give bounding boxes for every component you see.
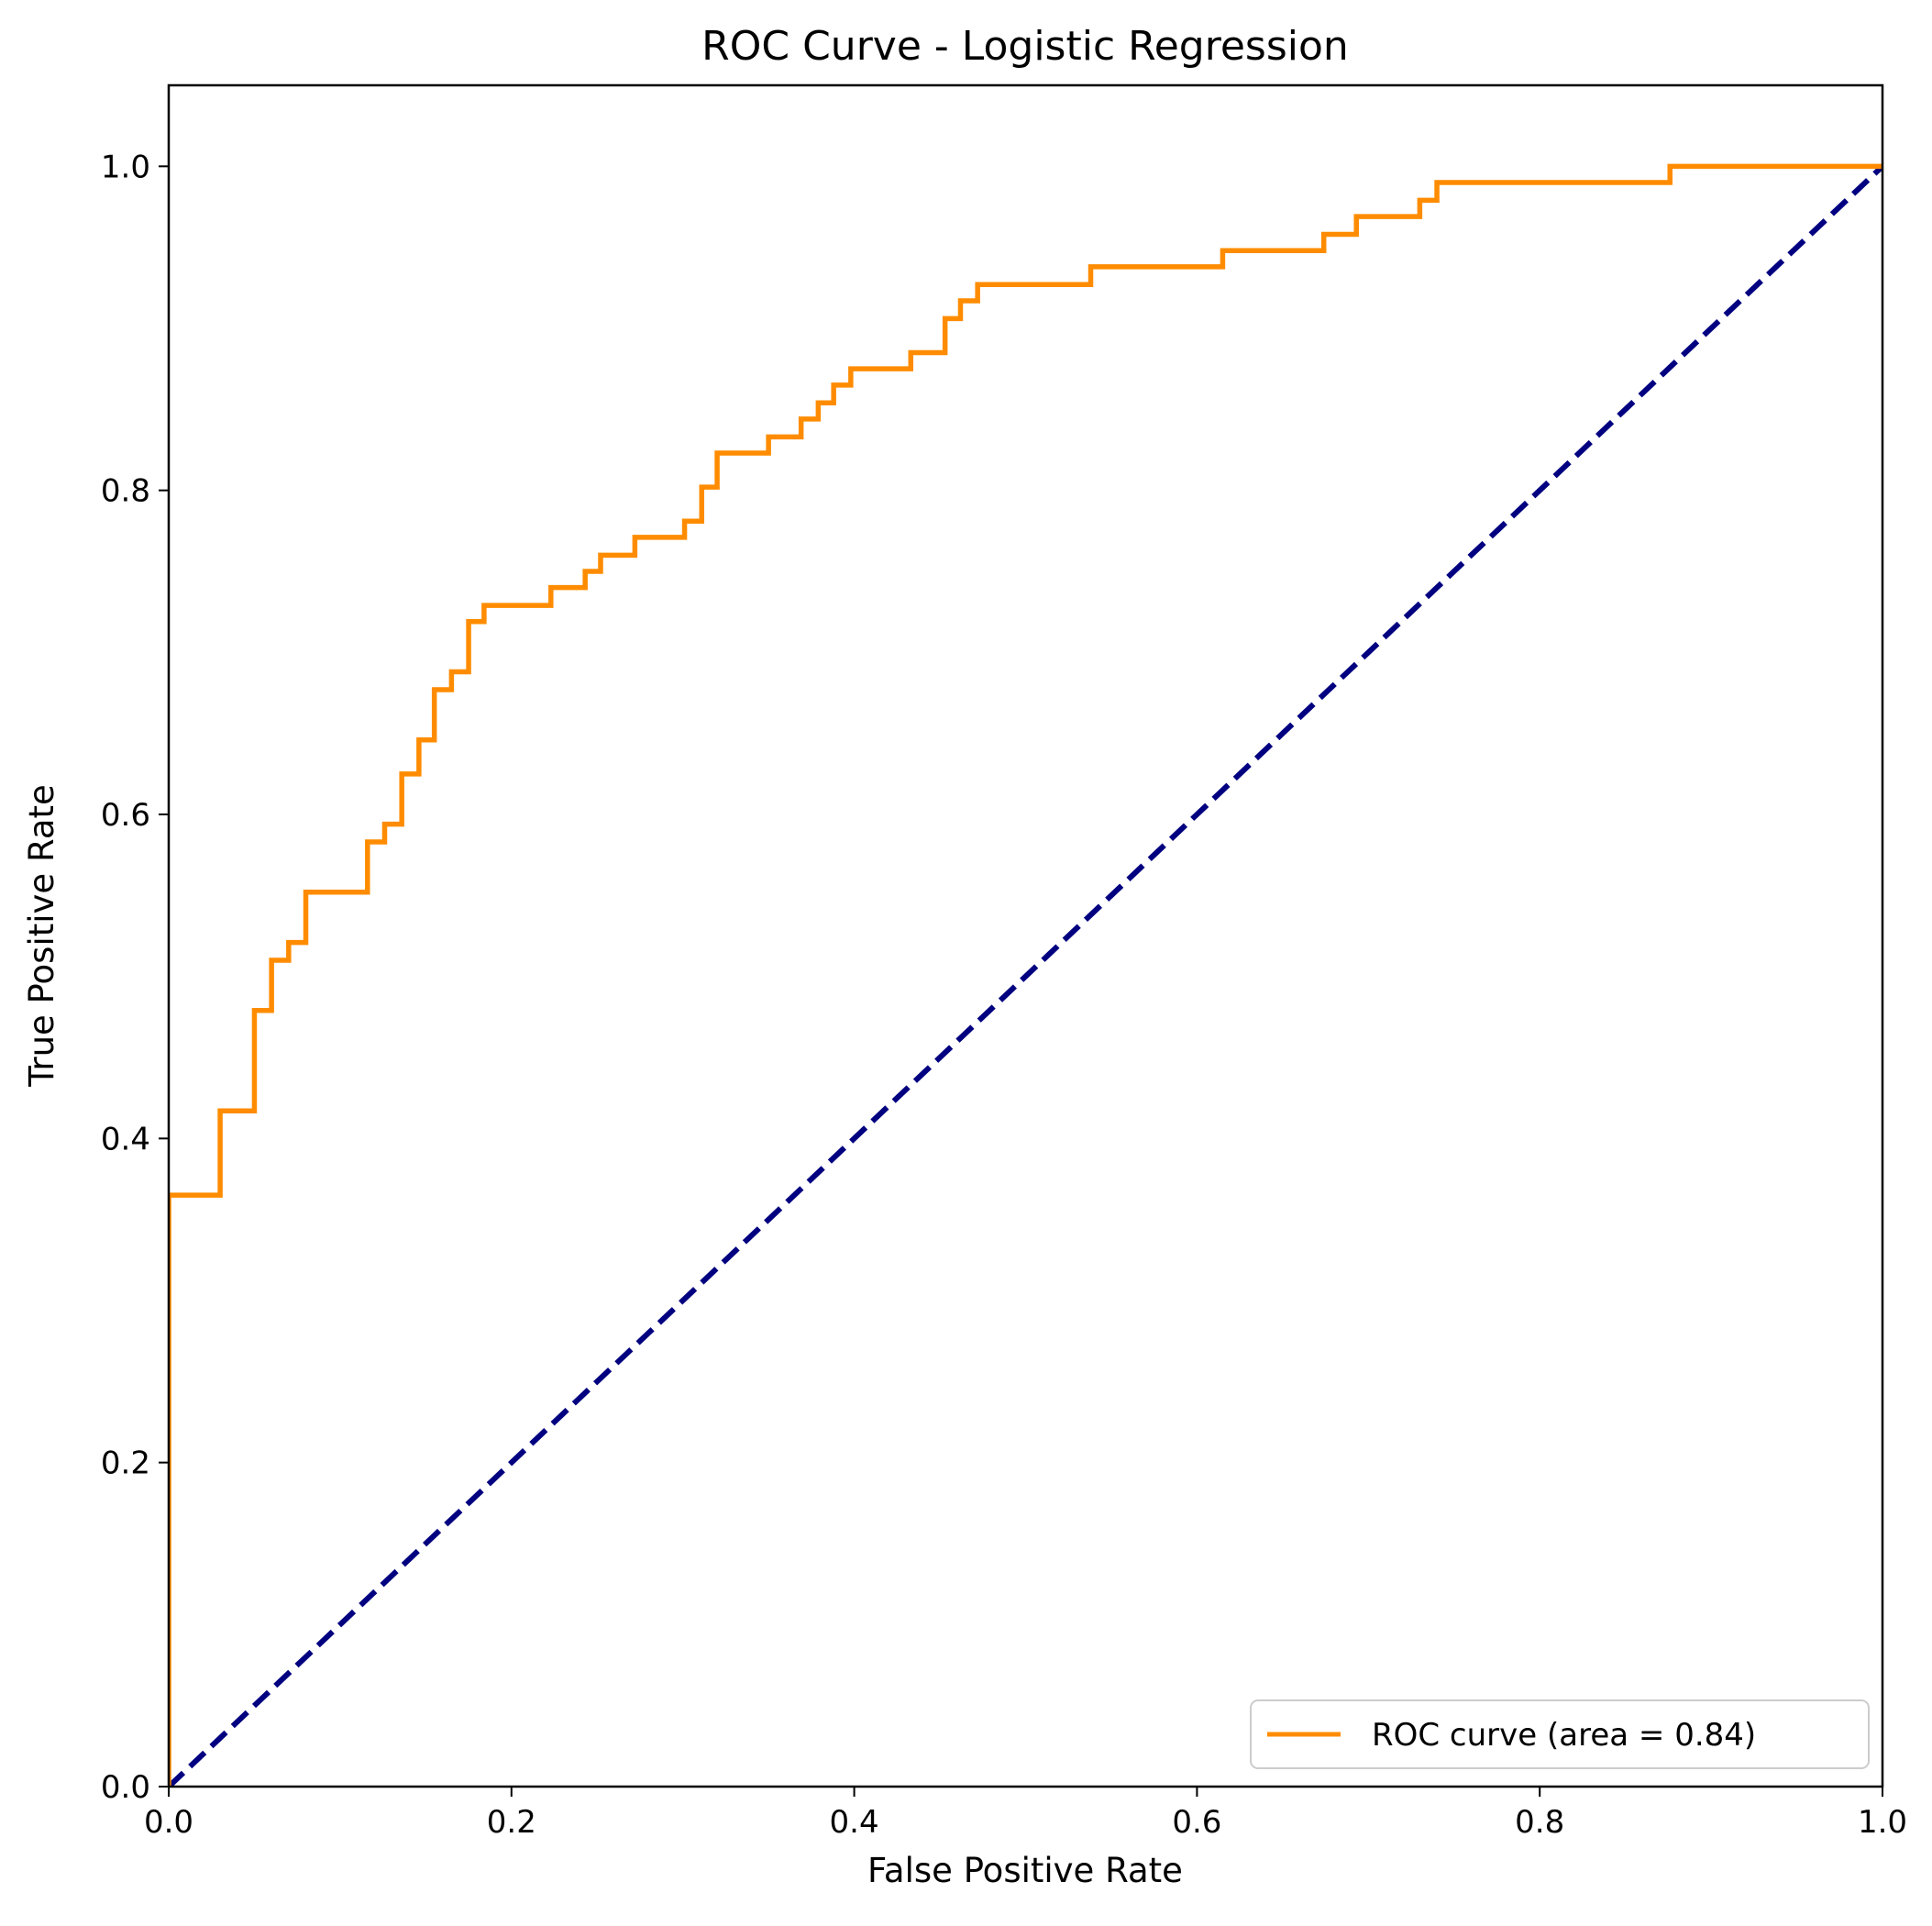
y-tick-label: 0.4 xyxy=(101,1121,150,1157)
y-tick-label: 0.0 xyxy=(101,1769,150,1806)
chance-line xyxy=(169,164,1882,1787)
x-axis-label: False Positive Rate xyxy=(867,1851,1183,1890)
legend: ROC curve (area = 0.84) xyxy=(1250,1699,1870,1769)
chart-title: ROC Curve - Logistic Regression xyxy=(701,23,1349,70)
x-tick-label: 0.4 xyxy=(830,1804,879,1841)
legend-entry-roc: ROC curve (area = 0.84) xyxy=(1372,1717,1756,1754)
axis-ticks: 0.0 0.2 0.4 0.6 0.8 1.0 0.0 0.2 0.4 0.6 0.8 1.0 xyxy=(101,149,1907,1841)
legend-box xyxy=(1250,1699,1870,1769)
x-tick-label: 0.8 xyxy=(1515,1804,1564,1841)
y-tick-label: 0.6 xyxy=(101,797,150,834)
x-tick-label: 0.0 xyxy=(144,1804,193,1841)
x-tick-label: 1.0 xyxy=(1858,1804,1907,1841)
x-tick-label: 0.6 xyxy=(1172,1804,1221,1841)
axes-frame xyxy=(167,83,1884,1788)
y-axis-label: True Positive Rate xyxy=(22,784,61,1088)
y-tick-label: 0.2 xyxy=(101,1445,150,1482)
x-tick-label: 0.2 xyxy=(487,1804,536,1841)
roc-curve-line xyxy=(169,163,1882,1787)
plot-area xyxy=(169,163,1882,1787)
y-tick-label: 1.0 xyxy=(101,149,150,185)
y-tick-label: 0.8 xyxy=(101,473,150,510)
